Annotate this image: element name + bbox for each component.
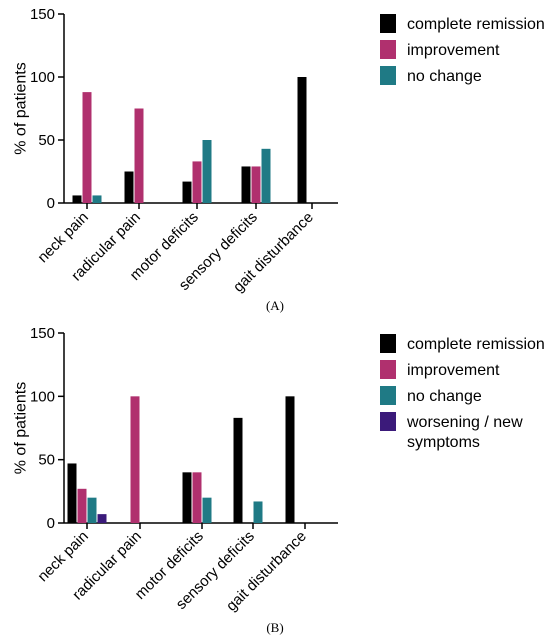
panel-b-y-axis-label: % of patients (13, 382, 30, 475)
panel-b-bar (182, 472, 192, 523)
panel-b-legend-swatch (380, 412, 396, 431)
panel-b-legend-swatch (380, 334, 396, 353)
panel-a-bar (134, 108, 144, 203)
panel-b-legend-swatch (380, 386, 396, 405)
panel-a-bar (202, 140, 212, 203)
panel-b-bar (130, 396, 140, 523)
panel-a-bar (182, 181, 192, 203)
panel-b-bar (87, 497, 97, 523)
panel-b-legend-swatch (380, 360, 396, 379)
panel-b-bar (67, 463, 77, 523)
panel-b-bar (77, 488, 87, 523)
panel-b-y-tick-label: 50 (38, 452, 55, 469)
panel-a-bar (124, 171, 134, 203)
panel-b-legend-label: complete remission (407, 336, 545, 353)
panel-a-y-tick-label: 50 (38, 132, 55, 149)
panel-b-bar (192, 472, 202, 523)
panel-a-label: (A) (266, 298, 284, 313)
panel-b-legend-label: no change (407, 388, 482, 405)
panel-a-legend-label: no change (407, 68, 482, 85)
panel-b-bar (202, 497, 212, 523)
panel-b-bar (233, 417, 243, 523)
panel-a-y-tick-label: 0 (47, 195, 55, 212)
panel-b-y-tick-label: 150 (30, 325, 55, 342)
panel-a-legend-swatch (380, 40, 396, 59)
panel-a-bar (82, 92, 92, 203)
panel-a-legend-label: improvement (407, 42, 500, 59)
panel-b-y-tick-label: 100 (30, 388, 55, 405)
panel-b-bar (97, 514, 107, 523)
panel-a-y-axis-label: % of patients (13, 62, 30, 155)
panel-a-legend-label: complete remission (407, 16, 545, 33)
panel-b-bar (285, 396, 295, 523)
panel-a-y-tick-label: 150 (30, 6, 55, 23)
panel-b-bar (253, 501, 263, 523)
panel-b-label: (B) (266, 620, 283, 635)
panel-b-legend-label: improvement (407, 362, 500, 379)
panel-a-bar (261, 148, 271, 203)
panel-a-bar (251, 166, 261, 203)
panel-a-bar (241, 166, 251, 203)
panel-a-bar (297, 77, 307, 203)
panel-a-legend-swatch (380, 66, 396, 85)
panel-b-y-tick-label: 0 (47, 515, 55, 532)
panel-b-legend-label: worsening / new symptoms (406, 414, 523, 451)
panel-a-bar (192, 161, 202, 203)
panel-a-y-tick-label: 100 (30, 69, 55, 86)
panel-a-bar (72, 195, 82, 203)
panel-a-legend-swatch (380, 14, 396, 33)
panel-a-bar (92, 195, 102, 203)
